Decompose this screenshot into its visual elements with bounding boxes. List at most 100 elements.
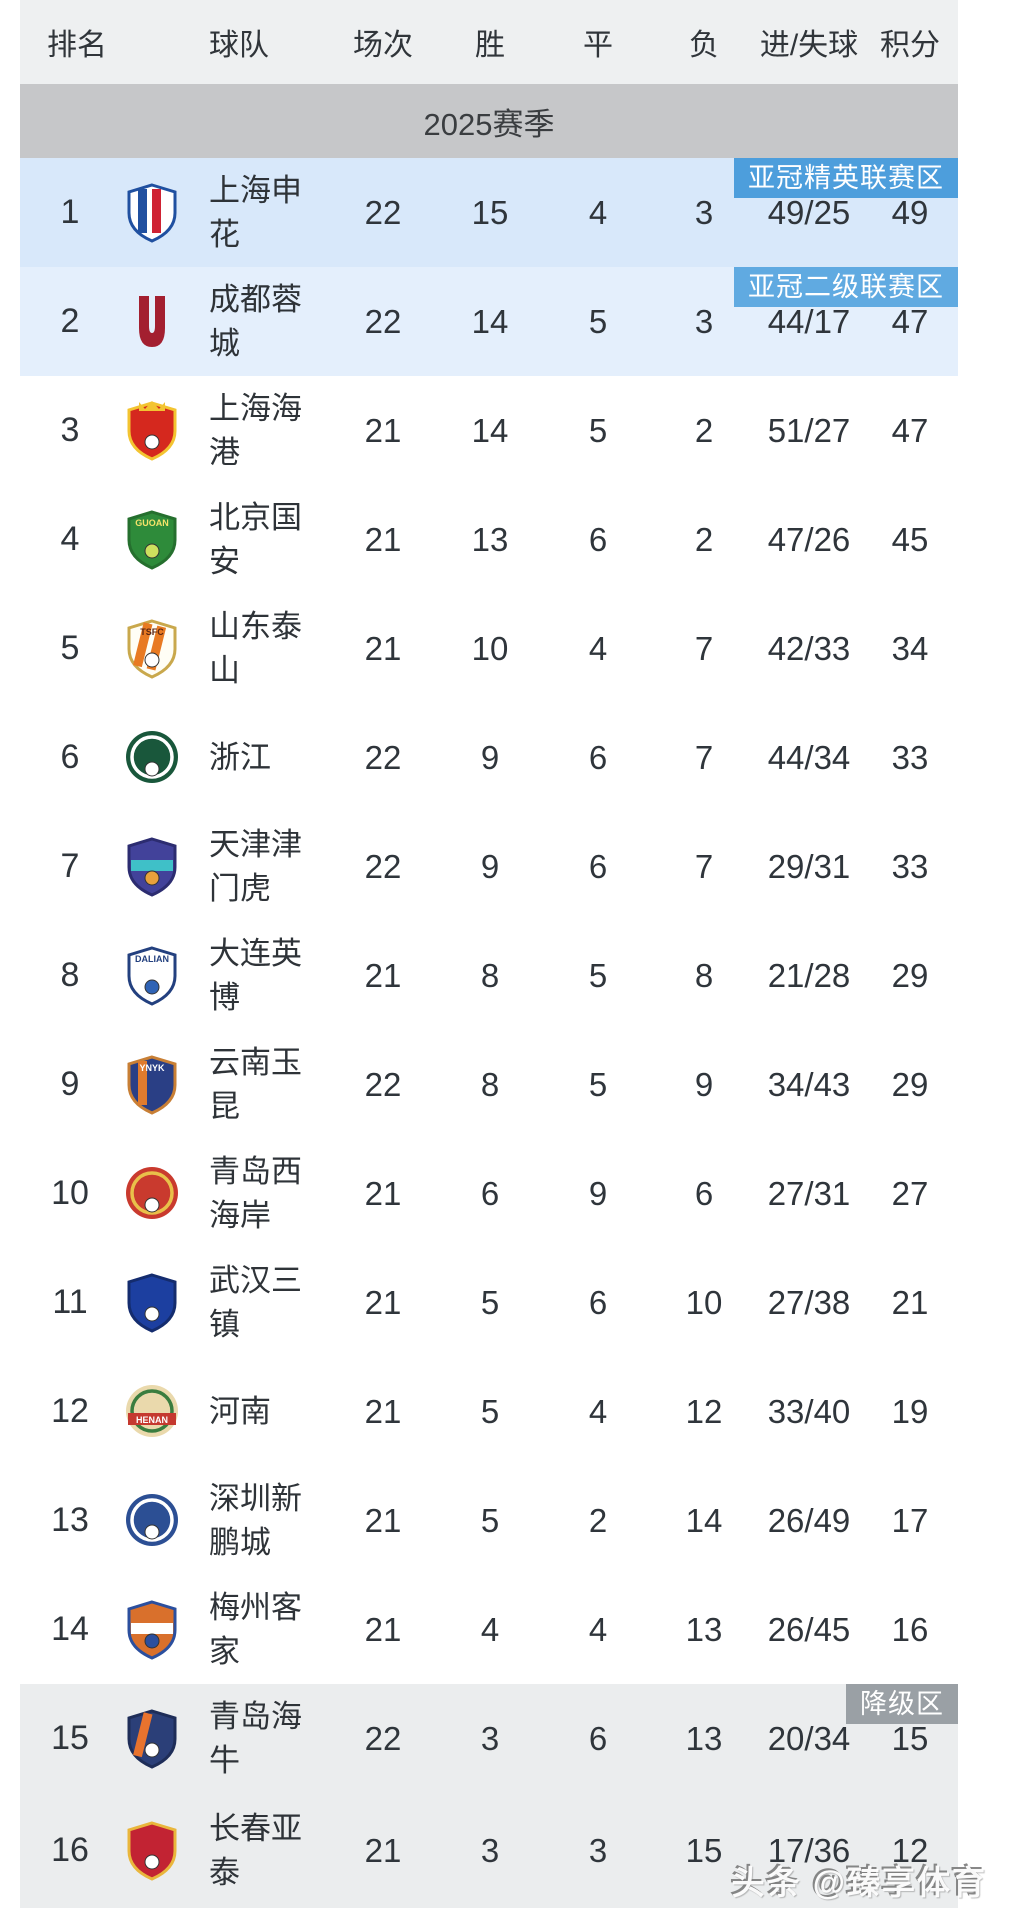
header-loss: 负 bbox=[689, 29, 719, 62]
played-cell: 21 bbox=[364, 956, 402, 994]
team-name-cell: 大连英博 bbox=[184, 932, 330, 1020]
team-crest-icon bbox=[120, 292, 184, 352]
header-rank: 排名 bbox=[47, 29, 107, 62]
table-row[interactable]: 3 上海海港 21 14 5 2 51/27 47 bbox=[20, 376, 958, 485]
svg-text:HENAN: HENAN bbox=[136, 1415, 168, 1425]
team-name: 成都蓉城 bbox=[209, 281, 302, 361]
table-row[interactable]: 5 TSFC 山东泰山 21 10 4 7 42/33 34 bbox=[20, 594, 958, 703]
table-row[interactable]: 7 天津津门虎 22 9 6 7 29/31 33 bbox=[20, 812, 958, 921]
zone-badge: 亚冠二级联赛区 bbox=[734, 267, 958, 307]
played-cell: 21 bbox=[364, 1392, 402, 1430]
win-cell: 5 bbox=[480, 1392, 500, 1430]
table-row[interactable]: 亚冠精英联赛区 1 上海申花 22 15 4 3 49/25 49 bbox=[20, 158, 958, 267]
table-row[interactable]: 14 梅州客家 21 4 4 13 26/45 16 bbox=[20, 1575, 958, 1684]
win-cell: 9 bbox=[480, 738, 500, 776]
table-row[interactable]: 12 HENAN 河南 21 5 4 12 33/40 19 bbox=[20, 1357, 958, 1466]
rank-cell: 2 bbox=[60, 302, 80, 340]
draw-cell: 4 bbox=[588, 629, 608, 667]
table-row[interactable]: 16 长春亚泰 21 3 3 15 17/36 12 bbox=[20, 1793, 958, 1908]
team-crest-icon bbox=[120, 728, 184, 788]
team-name: 北京国安 bbox=[209, 499, 302, 579]
points-cell: 34 bbox=[891, 629, 929, 667]
win-cell: 10 bbox=[471, 629, 509, 667]
points-cell: 21 bbox=[891, 1283, 929, 1321]
rank-cell: 16 bbox=[51, 1831, 89, 1869]
table-row[interactable]: 4 GUOAN 北京国安 21 13 6 2 47/26 45 bbox=[20, 485, 958, 594]
goals-cell: 34/43 bbox=[767, 1065, 851, 1103]
goals-cell: 51/27 bbox=[767, 411, 851, 449]
rank-cell: 4 bbox=[60, 520, 80, 558]
points-cell: 29 bbox=[891, 956, 929, 994]
loss-cell: 7 bbox=[694, 738, 714, 776]
table-row[interactable]: 11 武汉三镇 21 5 6 10 27/38 21 bbox=[20, 1248, 958, 1357]
win-cell: 13 bbox=[471, 520, 509, 558]
win-cell: 15 bbox=[471, 193, 509, 231]
points-cell: 33 bbox=[891, 738, 929, 776]
draw-cell: 3 bbox=[588, 1831, 608, 1869]
goals-cell: 20/34 bbox=[767, 1719, 851, 1757]
loss-cell: 2 bbox=[694, 411, 714, 449]
team-name-cell: 梅州客家 bbox=[184, 1586, 330, 1674]
points-cell: 16 bbox=[891, 1610, 929, 1648]
played-cell: 22 bbox=[364, 302, 402, 340]
goals-cell: 33/40 bbox=[767, 1392, 851, 1430]
goals-cell: 44/34 bbox=[767, 738, 851, 776]
header-points: 积分 bbox=[880, 29, 940, 62]
loss-cell: 3 bbox=[694, 193, 714, 231]
win-cell: 4 bbox=[480, 1610, 500, 1648]
team-name-cell: 云南玉昆 bbox=[184, 1041, 330, 1129]
rank-cell: 14 bbox=[51, 1610, 89, 1648]
team-crest-icon: DALIAN bbox=[120, 945, 184, 1006]
zone-badge: 降级区 bbox=[846, 1684, 958, 1724]
points-cell: 49 bbox=[891, 193, 929, 231]
team-name-cell: 浙江 bbox=[184, 736, 330, 780]
team-name: 浙江 bbox=[209, 739, 271, 775]
loss-cell: 8 bbox=[694, 956, 714, 994]
rank-cell: 3 bbox=[60, 411, 80, 449]
team-name: 大连英博 bbox=[209, 935, 302, 1015]
win-cell: 8 bbox=[480, 956, 500, 994]
table-row[interactable]: 13 深圳新鹏城 21 5 2 14 26/49 17 bbox=[20, 1466, 958, 1575]
team-name-cell: 山东泰山 bbox=[184, 605, 330, 693]
draw-cell: 5 bbox=[588, 1065, 608, 1103]
table-row[interactable]: 6 浙江 22 9 6 7 44/34 33 bbox=[20, 703, 958, 812]
win-cell: 14 bbox=[471, 411, 509, 449]
table-row[interactable]: 8 DALIAN 大连英博 21 8 5 8 21/28 29 bbox=[20, 921, 958, 1030]
team-name: 青岛海牛 bbox=[209, 1698, 302, 1778]
points-cell: 27 bbox=[891, 1174, 929, 1212]
points-cell: 47 bbox=[891, 411, 929, 449]
team-crest-icon bbox=[120, 1820, 184, 1881]
table-row[interactable]: 10 青岛西海岸 21 6 9 6 27/31 27 bbox=[20, 1139, 958, 1248]
played-cell: 22 bbox=[364, 1065, 402, 1103]
team-name: 武汉三镇 bbox=[209, 1262, 302, 1342]
draw-cell: 5 bbox=[588, 956, 608, 994]
points-cell: 15 bbox=[891, 1719, 929, 1757]
team-name: 深圳新鹏城 bbox=[209, 1480, 302, 1560]
goals-cell: 21/28 bbox=[767, 956, 851, 994]
standings-table: 排名 球队 场次 胜 平 负 进/失球 积分 2025赛季 亚冠精英联赛区 1 … bbox=[20, 0, 958, 1908]
rank-cell: 1 bbox=[60, 193, 80, 231]
team-crest-icon bbox=[120, 182, 184, 243]
win-cell: 14 bbox=[471, 302, 509, 340]
played-cell: 21 bbox=[364, 1174, 402, 1212]
draw-cell: 4 bbox=[588, 1392, 608, 1430]
rank-cell: 7 bbox=[60, 847, 80, 885]
loss-cell: 7 bbox=[694, 629, 714, 667]
loss-cell: 12 bbox=[685, 1392, 723, 1430]
points-cell: 19 bbox=[891, 1392, 929, 1430]
table-row[interactable]: 降级区 15 青岛海牛 22 3 6 13 20/34 15 bbox=[20, 1684, 958, 1793]
draw-cell: 5 bbox=[588, 411, 608, 449]
draw-cell: 9 bbox=[588, 1174, 608, 1212]
team-crest-icon bbox=[120, 400, 184, 461]
header-goals: 进/失球 bbox=[759, 29, 859, 62]
team-name: 河南 bbox=[209, 1393, 271, 1429]
goals-cell: 49/25 bbox=[767, 193, 851, 231]
table-row[interactable]: 9 YNYK 云南玉昆 22 8 5 9 34/43 29 bbox=[20, 1030, 958, 1139]
table-header-row: 排名 球队 场次 胜 平 负 进/失球 积分 bbox=[20, 0, 958, 84]
rank-cell: 11 bbox=[52, 1283, 88, 1321]
team-name-cell: 青岛西海岸 bbox=[184, 1150, 330, 1238]
team-name-cell: 天津津门虎 bbox=[184, 823, 330, 911]
table-row[interactable]: 亚冠二级联赛区 2 成都蓉城 22 14 5 3 44/17 47 bbox=[20, 267, 958, 376]
team-crest-icon: GUOAN bbox=[120, 509, 184, 570]
